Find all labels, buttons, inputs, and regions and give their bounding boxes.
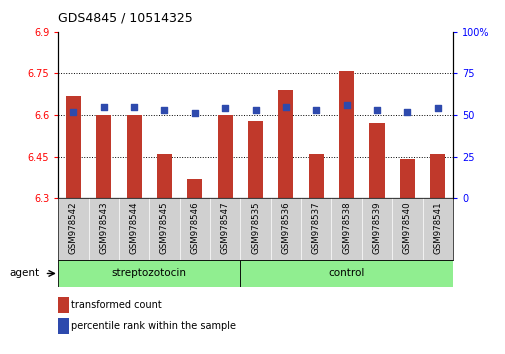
Bar [338, 71, 354, 198]
Bar [399, 159, 414, 198]
Point [190, 110, 198, 116]
Bar [96, 115, 111, 198]
Bar [126, 115, 141, 198]
Text: GSM978537: GSM978537 [311, 201, 320, 254]
Text: percentile rank within the sample: percentile rank within the sample [71, 321, 235, 331]
Text: GSM978543: GSM978543 [99, 201, 108, 254]
Point [402, 109, 411, 115]
Text: GSM978544: GSM978544 [129, 201, 138, 254]
Point [130, 104, 138, 110]
Text: GSM978539: GSM978539 [372, 201, 381, 254]
Text: GSM978542: GSM978542 [69, 201, 78, 254]
Text: transformed count: transformed count [71, 300, 162, 310]
Text: GSM978541: GSM978541 [432, 201, 441, 254]
Text: GSM978540: GSM978540 [402, 201, 411, 254]
Point [221, 105, 229, 111]
Text: GDS4845 / 10514325: GDS4845 / 10514325 [58, 12, 192, 25]
Point [160, 107, 168, 113]
Text: GSM978535: GSM978535 [250, 201, 260, 254]
Point [312, 107, 320, 113]
Bar [187, 179, 202, 198]
Text: GSM978536: GSM978536 [281, 201, 290, 254]
Bar [157, 154, 172, 198]
Text: GSM978538: GSM978538 [341, 201, 350, 254]
Bar [58, 260, 240, 287]
Bar [429, 154, 444, 198]
Text: control: control [328, 268, 364, 279]
Text: GSM978546: GSM978546 [190, 201, 199, 254]
Text: GSM978547: GSM978547 [220, 201, 229, 254]
Point [281, 104, 289, 110]
Bar [278, 90, 293, 198]
Bar [369, 124, 384, 198]
Point [342, 102, 350, 108]
Bar [247, 121, 263, 198]
Point [251, 107, 259, 113]
Text: streptozotocin: streptozotocin [112, 268, 186, 279]
Bar [240, 260, 452, 287]
Point [69, 109, 77, 115]
Text: GSM978545: GSM978545 [160, 201, 169, 254]
Bar [58, 297, 69, 313]
Bar [66, 96, 81, 198]
Bar [58, 318, 69, 334]
Text: agent: agent [10, 268, 40, 279]
Point [99, 104, 108, 110]
Point [372, 107, 380, 113]
Bar [217, 115, 232, 198]
Point [433, 105, 441, 111]
Bar [308, 154, 323, 198]
